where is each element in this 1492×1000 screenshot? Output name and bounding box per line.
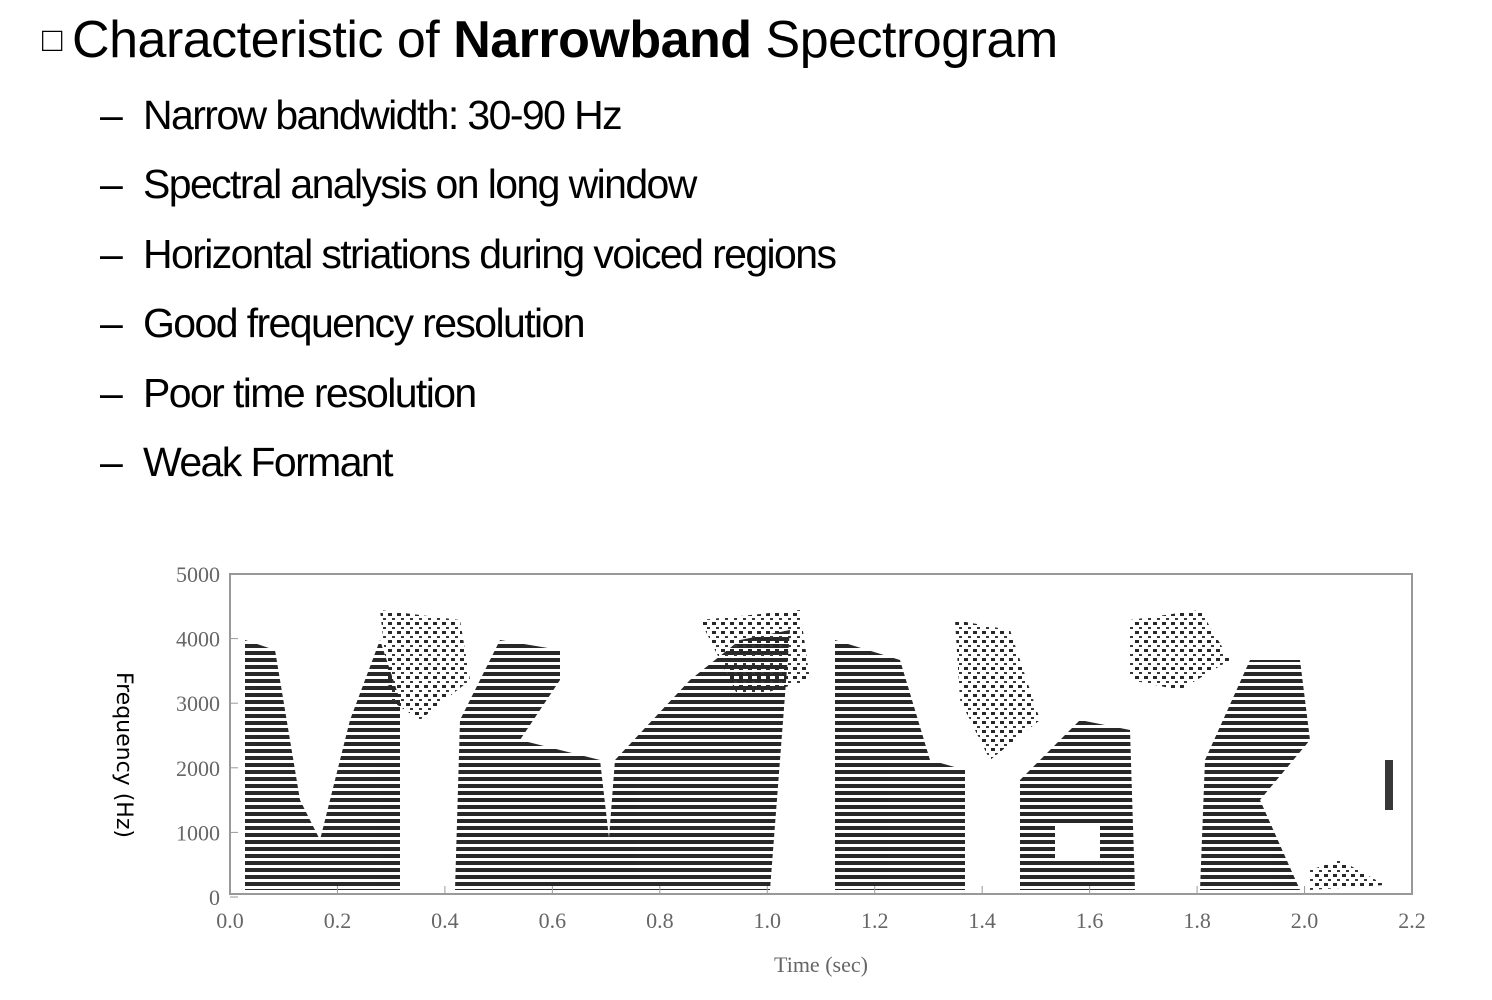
y-tick-label: 1000 xyxy=(176,820,220,845)
bullet-marker: – xyxy=(100,439,123,485)
x-tick-label: 2.2 xyxy=(1398,908,1426,933)
bullet-marker: – xyxy=(100,369,123,416)
bullet-text: Good frequency resolution xyxy=(143,300,586,347)
title-part: Narrowband xyxy=(453,11,752,69)
bullet-item: – Poor time resolution xyxy=(100,369,477,417)
x-tick-label: 1.2 xyxy=(861,908,889,933)
y-tick-label: 0 xyxy=(209,885,220,910)
bullet-text: Spectral analysis on long window xyxy=(143,161,697,208)
title-part: Characteristic of xyxy=(72,11,454,69)
title-part: Spectrogram xyxy=(751,11,1059,69)
bullet-item: – Spectral analysis on long window xyxy=(100,161,697,208)
x-tick-label: 0.8 xyxy=(646,908,674,933)
bullet-marker: – xyxy=(100,230,123,277)
x-tick-label: 0.2 xyxy=(324,908,352,933)
bullet-item: – Good frequency resolution xyxy=(100,300,586,347)
bullet-marker: – xyxy=(100,92,123,138)
bullet-item: – Horizontal striations during voiced reg… xyxy=(100,230,837,278)
x-tick-label: 1.8 xyxy=(1183,908,1211,933)
bullet-text: Horizontal striations during voiced regi… xyxy=(143,230,837,277)
x-tick-label: 1.0 xyxy=(754,908,782,933)
x-axis-label: Time (sec) xyxy=(774,952,868,977)
x-tick-label: 1.4 xyxy=(968,908,996,933)
bullet-item: – Weak Formant xyxy=(100,439,394,486)
y-tick-label: 4000 xyxy=(176,627,220,652)
bullet-marker: – xyxy=(100,300,123,347)
x-tick-label: 0.0 xyxy=(216,908,244,933)
bullet-text: Weak Formant xyxy=(143,439,394,485)
bullet-item: – Narrow bandwidth: 30-90 Hz xyxy=(100,92,623,139)
y-tick-label: 3000 xyxy=(176,691,220,716)
bullet-text: Poor time resolution xyxy=(143,369,477,416)
bullet-marker: – xyxy=(100,161,123,208)
x-tick-label: 0.6 xyxy=(539,908,567,933)
slide-title: □ Characteristic of Narrowband Spectrogra… xyxy=(42,10,1058,70)
spectrogram-texture xyxy=(245,610,1393,890)
plot-frame xyxy=(229,573,1413,895)
y-tick-label: 2000 xyxy=(176,756,220,781)
y-tick-label: 5000 xyxy=(176,562,220,587)
x-tick-label: 0.4 xyxy=(431,908,459,933)
x-tick-label: 1.6 xyxy=(1076,908,1104,933)
x-tick-label: 2.0 xyxy=(1291,908,1319,933)
title-bullet: □ xyxy=(42,21,63,59)
bullet-text: Narrow bandwidth: 30-90 Hz xyxy=(143,92,623,138)
y-axis-label: Frequency (Hz) xyxy=(111,672,136,838)
